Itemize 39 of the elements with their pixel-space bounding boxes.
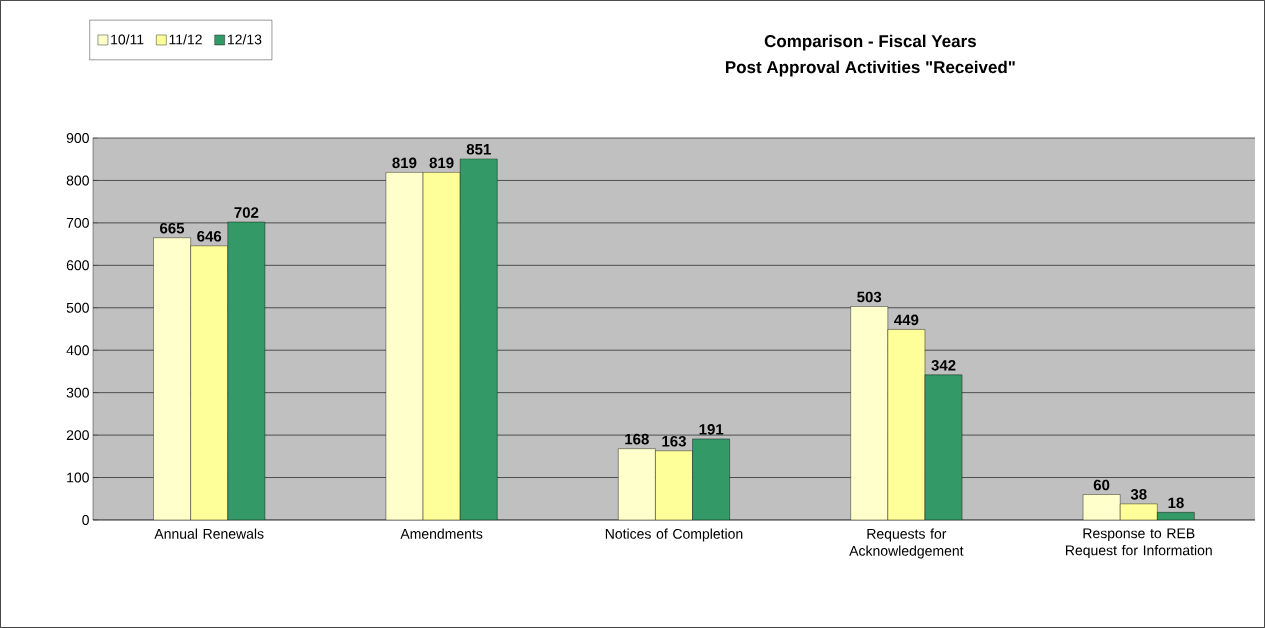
y-tick-label: 200 [66, 430, 89, 441]
data-label: 702 [234, 207, 259, 218]
data-label: 665 [160, 222, 185, 234]
bar [692, 438, 730, 520]
chart-subtitle: Post Approval Activities "Received" [725, 60, 1015, 77]
data-label: 342 [931, 359, 956, 371]
y-tick-label: 800 [66, 175, 89, 186]
data-label: 163 [662, 435, 686, 447]
y-tick-label: 500 [66, 302, 89, 313]
data-label: 191 [699, 424, 724, 435]
x-tick-label: Requests for Acknowledgement [849, 528, 964, 559]
data-label: 449 [894, 314, 919, 326]
bar [459, 158, 498, 520]
data-label: 819 [429, 157, 454, 169]
x-tick-label: Amendments [400, 528, 483, 539]
data-label: 851 [466, 143, 491, 155]
y-tick-label: 900 [66, 133, 89, 143]
x-tick-label: Notices of Completion [605, 528, 743, 542]
legend-label: 10/11 [111, 34, 144, 45]
bar [227, 221, 266, 520]
data-label: 18 [1168, 497, 1184, 509]
y-tick-label: 300 [66, 387, 89, 398]
data-label: 38 [1130, 489, 1147, 500]
data-label: 168 [625, 433, 649, 445]
bar [924, 374, 963, 520]
chart-title: Comparison - Fiscal Years [764, 34, 976, 51]
x-tick-label: Annual Renewals [154, 528, 264, 539]
y-tick-label: 400 [66, 345, 89, 356]
y-tick-label: 700 [66, 217, 89, 228]
data-label: 60 [1093, 479, 1110, 491]
x-tick-label: Response to REB Request for Information [1065, 528, 1212, 559]
y-tick-label: 0 [82, 515, 89, 525]
data-label: 646 [197, 230, 222, 242]
legend-label: 12/13 [227, 34, 262, 45]
data-label: 819 [392, 157, 417, 169]
y-tick-label: 600 [66, 260, 89, 271]
data-label: 503 [857, 291, 882, 303]
y-tick-label: 100 [67, 472, 89, 483]
legend-label: 11/12 [169, 34, 202, 45]
